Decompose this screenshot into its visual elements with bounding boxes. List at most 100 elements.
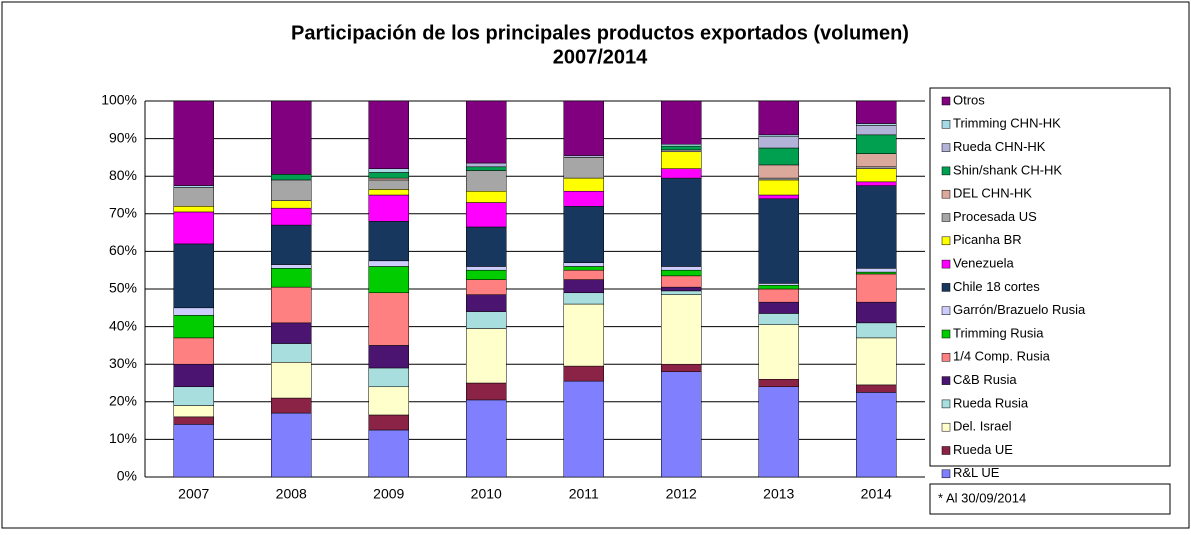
bar-segment <box>856 337 897 386</box>
bar-segment <box>856 153 897 168</box>
legend-label: DEL CHN-HK <box>953 186 1032 201</box>
bar-segment <box>661 177 702 267</box>
bar-segment <box>271 286 312 324</box>
bar-segment <box>173 386 214 406</box>
bar-segment <box>661 290 702 295</box>
legend-swatch <box>941 469 951 479</box>
bar-segment <box>758 283 799 286</box>
bar-segment <box>271 224 312 265</box>
legend-label: Garrón/Brazuelo Rusia <box>953 302 1086 317</box>
bar-segment <box>173 315 214 339</box>
bar-segment <box>271 100 312 175</box>
chart-subtitle: 2007/2014 <box>553 46 648 68</box>
bar-segment <box>563 380 604 478</box>
bar-segment <box>563 157 604 179</box>
bar-segment <box>661 149 702 153</box>
bar-segment <box>368 292 409 346</box>
bar-segment <box>173 416 214 425</box>
bar-segment <box>466 279 507 295</box>
bar-segment <box>661 294 702 365</box>
bar-segment <box>271 322 312 344</box>
bar-segment <box>466 399 507 478</box>
bar-segment <box>271 200 312 209</box>
bar-segment <box>661 145 702 151</box>
y-tick-label: 30% <box>109 355 137 371</box>
y-tick-label: 10% <box>109 430 137 446</box>
bar-segment <box>563 206 604 263</box>
bar-segment <box>563 262 604 267</box>
bar-segment <box>856 134 897 154</box>
bar-segment <box>368 221 409 262</box>
bar-segment <box>466 100 507 164</box>
bar-segment <box>661 275 702 288</box>
legend-label: Chile 18 cortes <box>953 279 1040 294</box>
bar-segment <box>563 190 604 207</box>
bar-segment <box>856 100 897 124</box>
bar-segment <box>271 174 312 181</box>
bar-segment <box>758 378 799 388</box>
bar-segment <box>758 301 799 314</box>
y-tick-label: 80% <box>109 167 137 183</box>
bar-segment <box>466 226 507 267</box>
bar-segment <box>173 424 214 478</box>
legend-swatch <box>941 306 951 315</box>
bar-segment <box>563 292 604 305</box>
bar-segment <box>466 202 507 228</box>
legend-swatch <box>941 353 951 362</box>
legend-label: Picanha BR <box>953 232 1022 247</box>
bar-segment <box>173 337 214 365</box>
x-tick-label: 2008 <box>276 486 307 502</box>
bar-segment <box>173 363 214 388</box>
legend-label: Procesada US <box>953 209 1037 224</box>
legend-swatch <box>941 120 951 129</box>
legend-label: C&B Rusia <box>953 372 1017 387</box>
bar-segment <box>466 162 507 168</box>
y-tick-label: 0% <box>117 468 137 484</box>
legend-swatch <box>941 283 951 292</box>
legend-swatch <box>941 376 951 385</box>
bar-segment <box>661 100 702 145</box>
bar-segment <box>271 207 312 226</box>
bar-segment <box>661 286 702 292</box>
bar-segment <box>271 397 312 414</box>
legend-label: Rueda Rusia <box>953 395 1029 410</box>
bar-segment <box>661 371 702 478</box>
bar-segment <box>368 189 409 196</box>
bar-segment <box>856 384 897 393</box>
bar-segment <box>368 177 409 181</box>
bar-segment <box>271 179 312 201</box>
bar-segment <box>271 362 312 399</box>
bar-segment <box>758 324 799 380</box>
bar-segment <box>271 264 312 269</box>
bar-segment <box>271 412 312 478</box>
bar-segment <box>758 288 799 303</box>
bar-segment <box>563 177 604 192</box>
x-tick-label: 2011 <box>569 486 599 502</box>
bar-segment <box>856 125 897 136</box>
bar-segment <box>173 211 214 245</box>
legend-label: Del. Israel <box>953 419 1012 434</box>
bar-segment <box>856 185 897 269</box>
bar-segment <box>758 284 799 290</box>
legend-swatch <box>941 166 951 176</box>
bar-segment <box>563 266 604 271</box>
bar-segment <box>563 100 604 156</box>
x-tick-label: 2010 <box>471 486 502 502</box>
bar-segment <box>758 164 799 179</box>
legend-swatch <box>941 96 951 106</box>
y-tick-label: 100% <box>101 92 137 108</box>
legend-swatch <box>941 143 951 152</box>
bar-segment <box>368 414 409 431</box>
bar-segment <box>758 177 799 181</box>
bar-segment <box>271 268 312 288</box>
bar-segment <box>368 386 409 416</box>
bar-segment <box>466 166 507 171</box>
legend-label: Rueda UE <box>953 442 1013 457</box>
legend-swatch <box>941 422 951 432</box>
bar-segment <box>758 313 799 325</box>
bar-segment <box>758 100 799 136</box>
bar-segment <box>173 206 214 213</box>
x-tick-label: 2009 <box>373 486 404 502</box>
bar-segment <box>466 170 507 192</box>
